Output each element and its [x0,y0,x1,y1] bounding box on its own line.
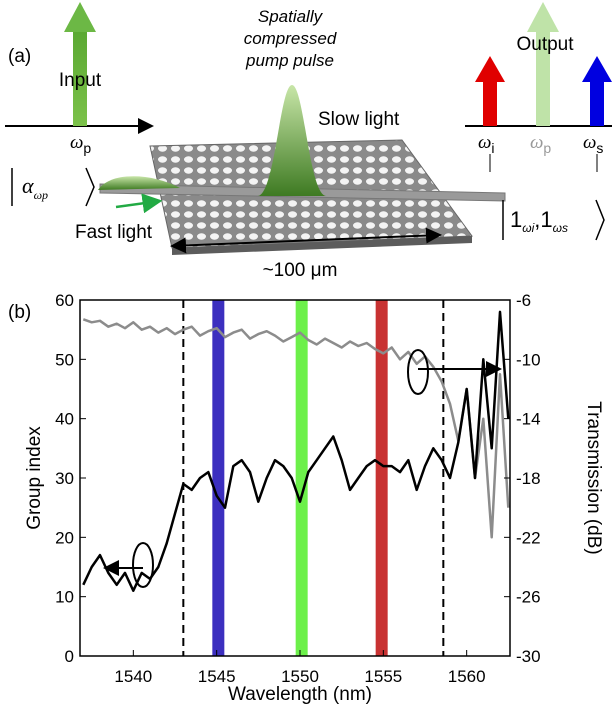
y-tick-label: 60 [55,291,74,310]
subscript: ωi [522,221,534,235]
input-label: Input [59,70,102,91]
input-arrow [73,30,87,126]
symbol: α [22,173,34,198]
y-axis-label: Group index [24,426,45,530]
idler-arrow-head [475,56,505,82]
length-arrow [170,227,442,254]
symbol: ω [478,132,491,153]
pump-arrow [536,30,550,126]
x-tick-label: 1550 [281,667,319,686]
subscript: i [491,140,494,156]
x-tick-label: 1555 [364,667,402,686]
subscript: p [543,140,551,156]
panel-label: (a) [8,46,31,67]
wavelength-band [375,300,388,656]
x-tick-label: 1545 [198,667,236,686]
series-line [82,318,510,539]
ket-in-text: αωp [22,173,48,202]
y2-tick-label: -30 [516,647,541,666]
ket-out: 1ωi,1ωs [502,199,605,241]
y2-tick-label: -10 [516,350,541,369]
plot-frame [79,299,511,657]
y-tick-label: 40 [55,410,74,429]
subscript: s [596,140,603,156]
panel-a: (a) Input ωp Spatially compressed pump p… [5,2,612,281]
slow-light-label: Slow light [318,109,400,130]
subscript: p [83,140,91,156]
symbol: ω [70,132,83,153]
output-freq: ωi [478,132,495,156]
pump-pulse [258,85,326,196]
panel-label: (b) [8,302,31,323]
pump-arrow-head [527,2,559,32]
fast-light-label: Fast light [75,222,153,243]
output-freq: ωs [583,132,603,156]
length-label: ~100 μm [263,260,338,281]
ket-out-text: 1ωi,1ωs [510,207,568,235]
y-tick-label: 50 [55,350,74,369]
symbol: ω [530,132,543,153]
y2-tick-label: -6 [516,291,531,310]
idler-arrow [483,80,497,126]
signal-arrow-head [582,56,612,82]
pump-caption: compressed [244,29,337,48]
pump-caption: pump pulse [245,51,334,70]
x-tick-label: 1540 [114,667,152,686]
symbol: ω [583,132,596,153]
y2-tick-label: -18 [516,469,541,488]
wavelength-band [212,300,225,656]
input-freq: ωp [70,132,91,156]
input-arrow-head [64,2,96,32]
subscript: ωs [553,221,568,235]
y-tick-label: 20 [55,528,74,547]
signal-arrow [590,80,604,126]
ket-in: αωp [11,167,95,207]
y-tick-label: 10 [55,588,74,607]
num: 1 [510,207,522,232]
subscript: ωp [34,188,48,202]
y-tick-label: 30 [55,469,74,488]
output-freq: ωp [530,132,551,156]
y2-tick-label: -22 [516,528,541,547]
y-tick-label: 0 [65,647,74,666]
separator: , [534,207,540,232]
output-label: Output [516,34,574,55]
axis-indicator [407,349,429,395]
fast-pulse [98,176,180,190]
axis-indicator [132,542,154,588]
wavelength-band [295,300,308,656]
series-line [82,310,510,592]
fast-arrow [115,193,163,214]
y2-tick-label: -26 [516,588,541,607]
x-axis-label: Wavelength (nm) [228,684,372,705]
y2-tick-label: -14 [516,410,541,429]
plot-area [82,300,510,656]
panel-b: (b) Wavelength (nm) Group index Transmis… [8,291,604,705]
x-tick-label: 1560 [448,667,486,686]
pump-caption: Spatially [258,7,324,26]
num: 1 [540,207,552,232]
y2-axis-label: Transmission (dB) [583,401,604,554]
